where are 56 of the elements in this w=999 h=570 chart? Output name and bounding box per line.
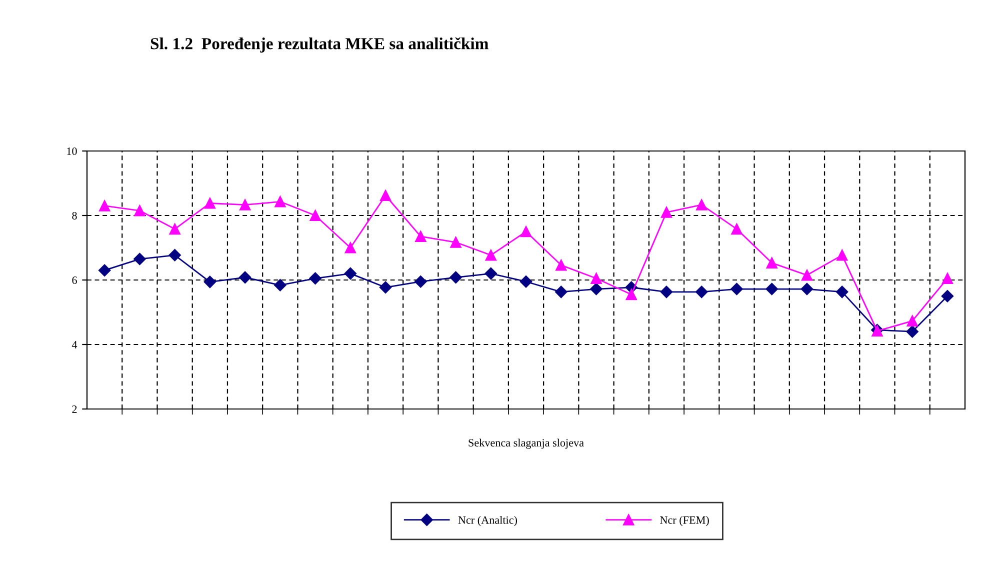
point [204,198,216,209]
point [484,267,497,280]
y-tick-label: 2 [72,405,77,413]
point [626,288,637,300]
legend-label: Ncr (Analtic) [458,516,517,526]
point [168,249,181,262]
point [274,196,286,208]
y-tick-label: 10 [67,147,77,155]
point [766,257,778,268]
point [239,199,251,210]
chart-title: Sl. 1.2 Poređenje rezultata MKE sa analitičkim [150,37,488,53]
point [556,260,567,271]
point [344,242,356,254]
point [204,276,216,288]
point [415,230,426,242]
point [414,276,427,288]
point [660,206,672,218]
point [660,286,673,298]
point [800,282,814,296]
point [906,326,918,338]
y-tick-label: 8 [72,212,77,220]
point [274,279,286,292]
point [99,200,110,212]
point [836,250,848,261]
point [696,286,708,298]
point [344,267,356,280]
point [450,236,462,248]
point [942,272,953,284]
point [906,315,918,327]
point [450,271,462,284]
point [520,276,532,288]
point [836,286,848,298]
point [730,282,743,296]
point [238,271,252,284]
y-tick-label: 6 [72,276,77,284]
point [941,290,954,302]
point [134,252,146,266]
point [310,210,321,222]
x-axis-title: Sekvenca slaganja slojeva [468,438,584,449]
point [696,199,708,210]
point [766,282,778,296]
legend-label: Ncr (FEM) [660,516,709,526]
point [379,281,392,294]
point [169,223,180,235]
point [555,286,568,298]
point [590,272,602,284]
point [98,264,111,276]
point [590,282,602,296]
point [801,270,813,281]
point [380,190,392,202]
point [485,250,496,261]
y-tick-label: 4 [72,341,78,348]
point [134,205,146,216]
point [309,272,322,284]
point [731,223,742,235]
point [520,226,532,238]
